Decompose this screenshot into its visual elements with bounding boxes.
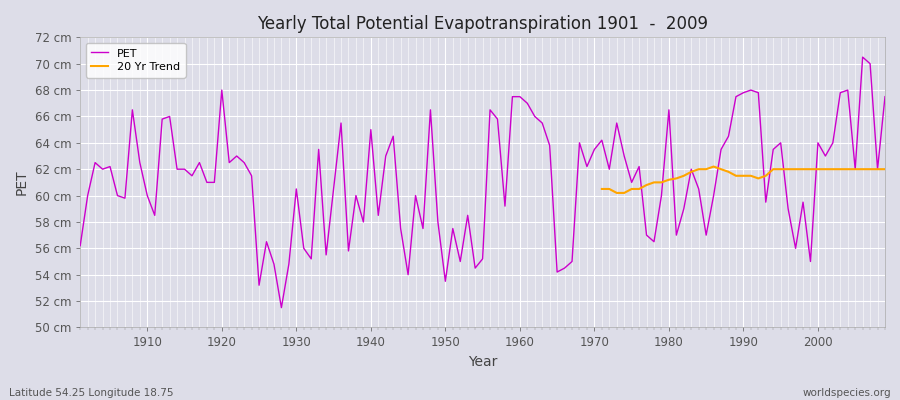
- 20 Yr Trend: [827, 167, 838, 172]
- X-axis label: Year: Year: [468, 355, 498, 369]
- 20 Yr Trend: [716, 167, 726, 172]
- 20 Yr Trend: [760, 173, 771, 178]
- 20 Yr Trend: [649, 180, 660, 185]
- PET: [879, 94, 890, 99]
- 20 Yr Trend: [835, 167, 846, 172]
- 20 Yr Trend: [768, 167, 778, 172]
- 20 Yr Trend: [797, 167, 808, 172]
- PET: [306, 256, 317, 261]
- 20 Yr Trend: [671, 176, 682, 181]
- 20 Yr Trend: [701, 167, 712, 172]
- 20 Yr Trend: [679, 173, 689, 178]
- 20 Yr Trend: [604, 186, 615, 191]
- 20 Yr Trend: [597, 186, 608, 191]
- Y-axis label: PET: PET: [15, 170, 29, 195]
- 20 Yr Trend: [738, 173, 749, 178]
- 20 Yr Trend: [865, 167, 876, 172]
- PET: [515, 94, 526, 99]
- PET: [75, 243, 86, 248]
- PET: [276, 305, 287, 310]
- Legend: PET, 20 Yr Trend: PET, 20 Yr Trend: [86, 43, 185, 78]
- 20 Yr Trend: [820, 167, 831, 172]
- 20 Yr Trend: [850, 167, 860, 172]
- PET: [134, 160, 145, 165]
- Line: PET: PET: [80, 57, 885, 308]
- 20 Yr Trend: [879, 167, 890, 172]
- 20 Yr Trend: [783, 167, 794, 172]
- 20 Yr Trend: [626, 186, 637, 191]
- 20 Yr Trend: [857, 167, 868, 172]
- 20 Yr Trend: [806, 167, 816, 172]
- 20 Yr Trend: [745, 173, 756, 178]
- 20 Yr Trend: [731, 173, 742, 178]
- 20 Yr Trend: [641, 183, 652, 188]
- Text: Latitude 54.25 Longitude 18.75: Latitude 54.25 Longitude 18.75: [9, 388, 174, 398]
- Line: 20 Yr Trend: 20 Yr Trend: [602, 166, 885, 193]
- PET: [857, 55, 868, 60]
- 20 Yr Trend: [775, 167, 786, 172]
- 20 Yr Trend: [842, 167, 853, 172]
- 20 Yr Trend: [634, 186, 644, 191]
- 20 Yr Trend: [872, 167, 883, 172]
- Text: worldspecies.org: worldspecies.org: [803, 388, 891, 398]
- 20 Yr Trend: [693, 167, 704, 172]
- 20 Yr Trend: [663, 177, 674, 182]
- Title: Yearly Total Potential Evapotranspiration 1901  -  2009: Yearly Total Potential Evapotranspiratio…: [257, 15, 708, 33]
- 20 Yr Trend: [656, 180, 667, 185]
- 20 Yr Trend: [708, 164, 719, 169]
- PET: [611, 121, 622, 126]
- PET: [522, 101, 533, 106]
- 20 Yr Trend: [723, 170, 734, 174]
- 20 Yr Trend: [813, 167, 824, 172]
- 20 Yr Trend: [790, 167, 801, 172]
- 20 Yr Trend: [619, 190, 630, 195]
- 20 Yr Trend: [611, 190, 622, 195]
- 20 Yr Trend: [753, 176, 764, 181]
- 20 Yr Trend: [686, 170, 697, 174]
- PET: [350, 193, 361, 198]
